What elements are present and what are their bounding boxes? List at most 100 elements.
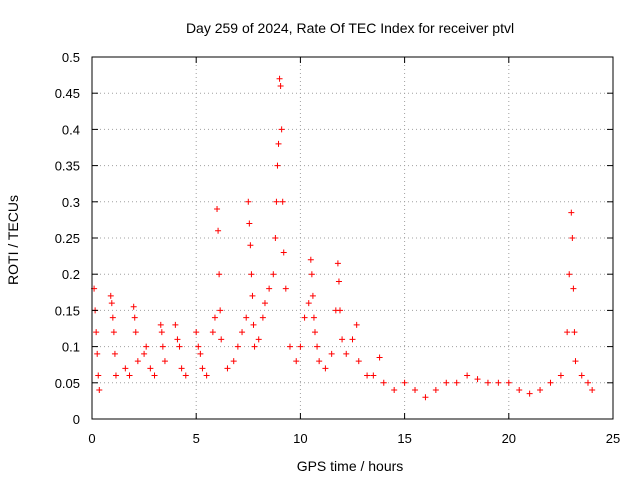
data-points xyxy=(91,75,596,401)
x-tick-label: 15 xyxy=(397,431,411,446)
data-point xyxy=(239,329,246,336)
data-point xyxy=(94,350,101,357)
data-point xyxy=(273,198,280,205)
grid-lines xyxy=(92,57,613,419)
data-point xyxy=(516,387,523,394)
data-point xyxy=(217,307,224,314)
data-point xyxy=(261,300,268,307)
data-point xyxy=(422,394,429,401)
data-point xyxy=(310,314,317,321)
data-point xyxy=(566,271,573,278)
data-point xyxy=(203,372,210,379)
y-tick-label: 0.05 xyxy=(55,376,80,391)
data-point xyxy=(110,329,117,336)
data-point xyxy=(309,292,316,299)
data-point xyxy=(215,227,222,234)
data-point xyxy=(282,285,289,292)
data-point xyxy=(107,292,114,299)
data-point xyxy=(589,387,596,394)
data-point xyxy=(266,285,273,292)
data-point xyxy=(376,354,383,361)
y-tick-label: 0.1 xyxy=(62,340,80,355)
data-point xyxy=(95,372,102,379)
data-point xyxy=(209,329,216,336)
data-point xyxy=(109,314,116,321)
x-tick-label: 0 xyxy=(88,431,95,446)
data-point xyxy=(174,336,181,343)
data-point xyxy=(505,379,512,386)
y-tick-label: 0.2 xyxy=(62,267,80,282)
data-point xyxy=(335,278,342,285)
data-point xyxy=(355,358,362,365)
data-point xyxy=(246,220,253,227)
data-point xyxy=(301,314,308,321)
data-point xyxy=(568,209,575,216)
data-point xyxy=(161,358,168,365)
data-point xyxy=(193,329,200,336)
data-point xyxy=(248,271,255,278)
data-point xyxy=(286,343,293,350)
data-point xyxy=(474,376,481,383)
data-point xyxy=(537,387,544,394)
data-point xyxy=(159,343,166,350)
data-point xyxy=(401,379,408,386)
data-point xyxy=(443,379,450,386)
data-point xyxy=(293,358,300,365)
y-tick-label: 0.15 xyxy=(55,303,80,318)
axis-ticks xyxy=(91,56,614,420)
data-point xyxy=(328,350,335,357)
y-axis-label: ROTI / TECUs xyxy=(5,195,21,285)
data-point xyxy=(108,300,115,307)
data-point xyxy=(211,314,218,321)
data-point xyxy=(272,235,279,241)
data-point xyxy=(224,365,231,372)
y-tick-label: 0.35 xyxy=(55,159,80,174)
data-point xyxy=(151,372,158,379)
data-point xyxy=(250,321,257,328)
data-point xyxy=(249,292,256,299)
data-point xyxy=(158,329,165,336)
data-point xyxy=(276,75,283,82)
data-point xyxy=(216,271,223,278)
data-point xyxy=(316,358,323,365)
data-point xyxy=(143,343,150,350)
data-point xyxy=(157,321,164,328)
data-point xyxy=(176,343,183,350)
data-point xyxy=(578,372,585,379)
data-point xyxy=(182,372,189,379)
x-tick-label: 20 xyxy=(502,431,516,446)
chart-title: Day 259 of 2024, Rate Of TEC Index for r… xyxy=(186,20,514,36)
data-point xyxy=(230,358,237,365)
data-point xyxy=(270,271,277,278)
data-point xyxy=(243,314,250,321)
data-point xyxy=(255,336,262,343)
data-point xyxy=(141,350,148,357)
data-point xyxy=(305,300,312,307)
data-point xyxy=(339,336,346,343)
data-point xyxy=(484,379,491,386)
data-point xyxy=(111,350,118,357)
data-point xyxy=(130,303,137,310)
x-axis-label: GPS time / hours xyxy=(297,458,404,474)
data-point xyxy=(308,271,315,278)
data-point xyxy=(571,329,578,336)
data-point xyxy=(218,336,225,343)
data-point xyxy=(334,260,341,267)
data-point xyxy=(131,314,138,321)
data-point xyxy=(277,82,284,89)
data-point xyxy=(584,379,591,386)
data-point xyxy=(112,372,119,379)
y-tick-label: 0.5 xyxy=(62,50,80,65)
data-point xyxy=(343,350,350,357)
data-point xyxy=(195,343,202,350)
data-point xyxy=(259,314,266,321)
data-point xyxy=(349,336,356,343)
data-point xyxy=(547,379,554,386)
data-point xyxy=(557,372,564,379)
x-tick-label: 5 xyxy=(193,431,200,446)
data-point xyxy=(297,343,304,350)
data-point xyxy=(214,206,221,213)
data-point xyxy=(572,358,579,365)
data-point xyxy=(234,343,241,350)
